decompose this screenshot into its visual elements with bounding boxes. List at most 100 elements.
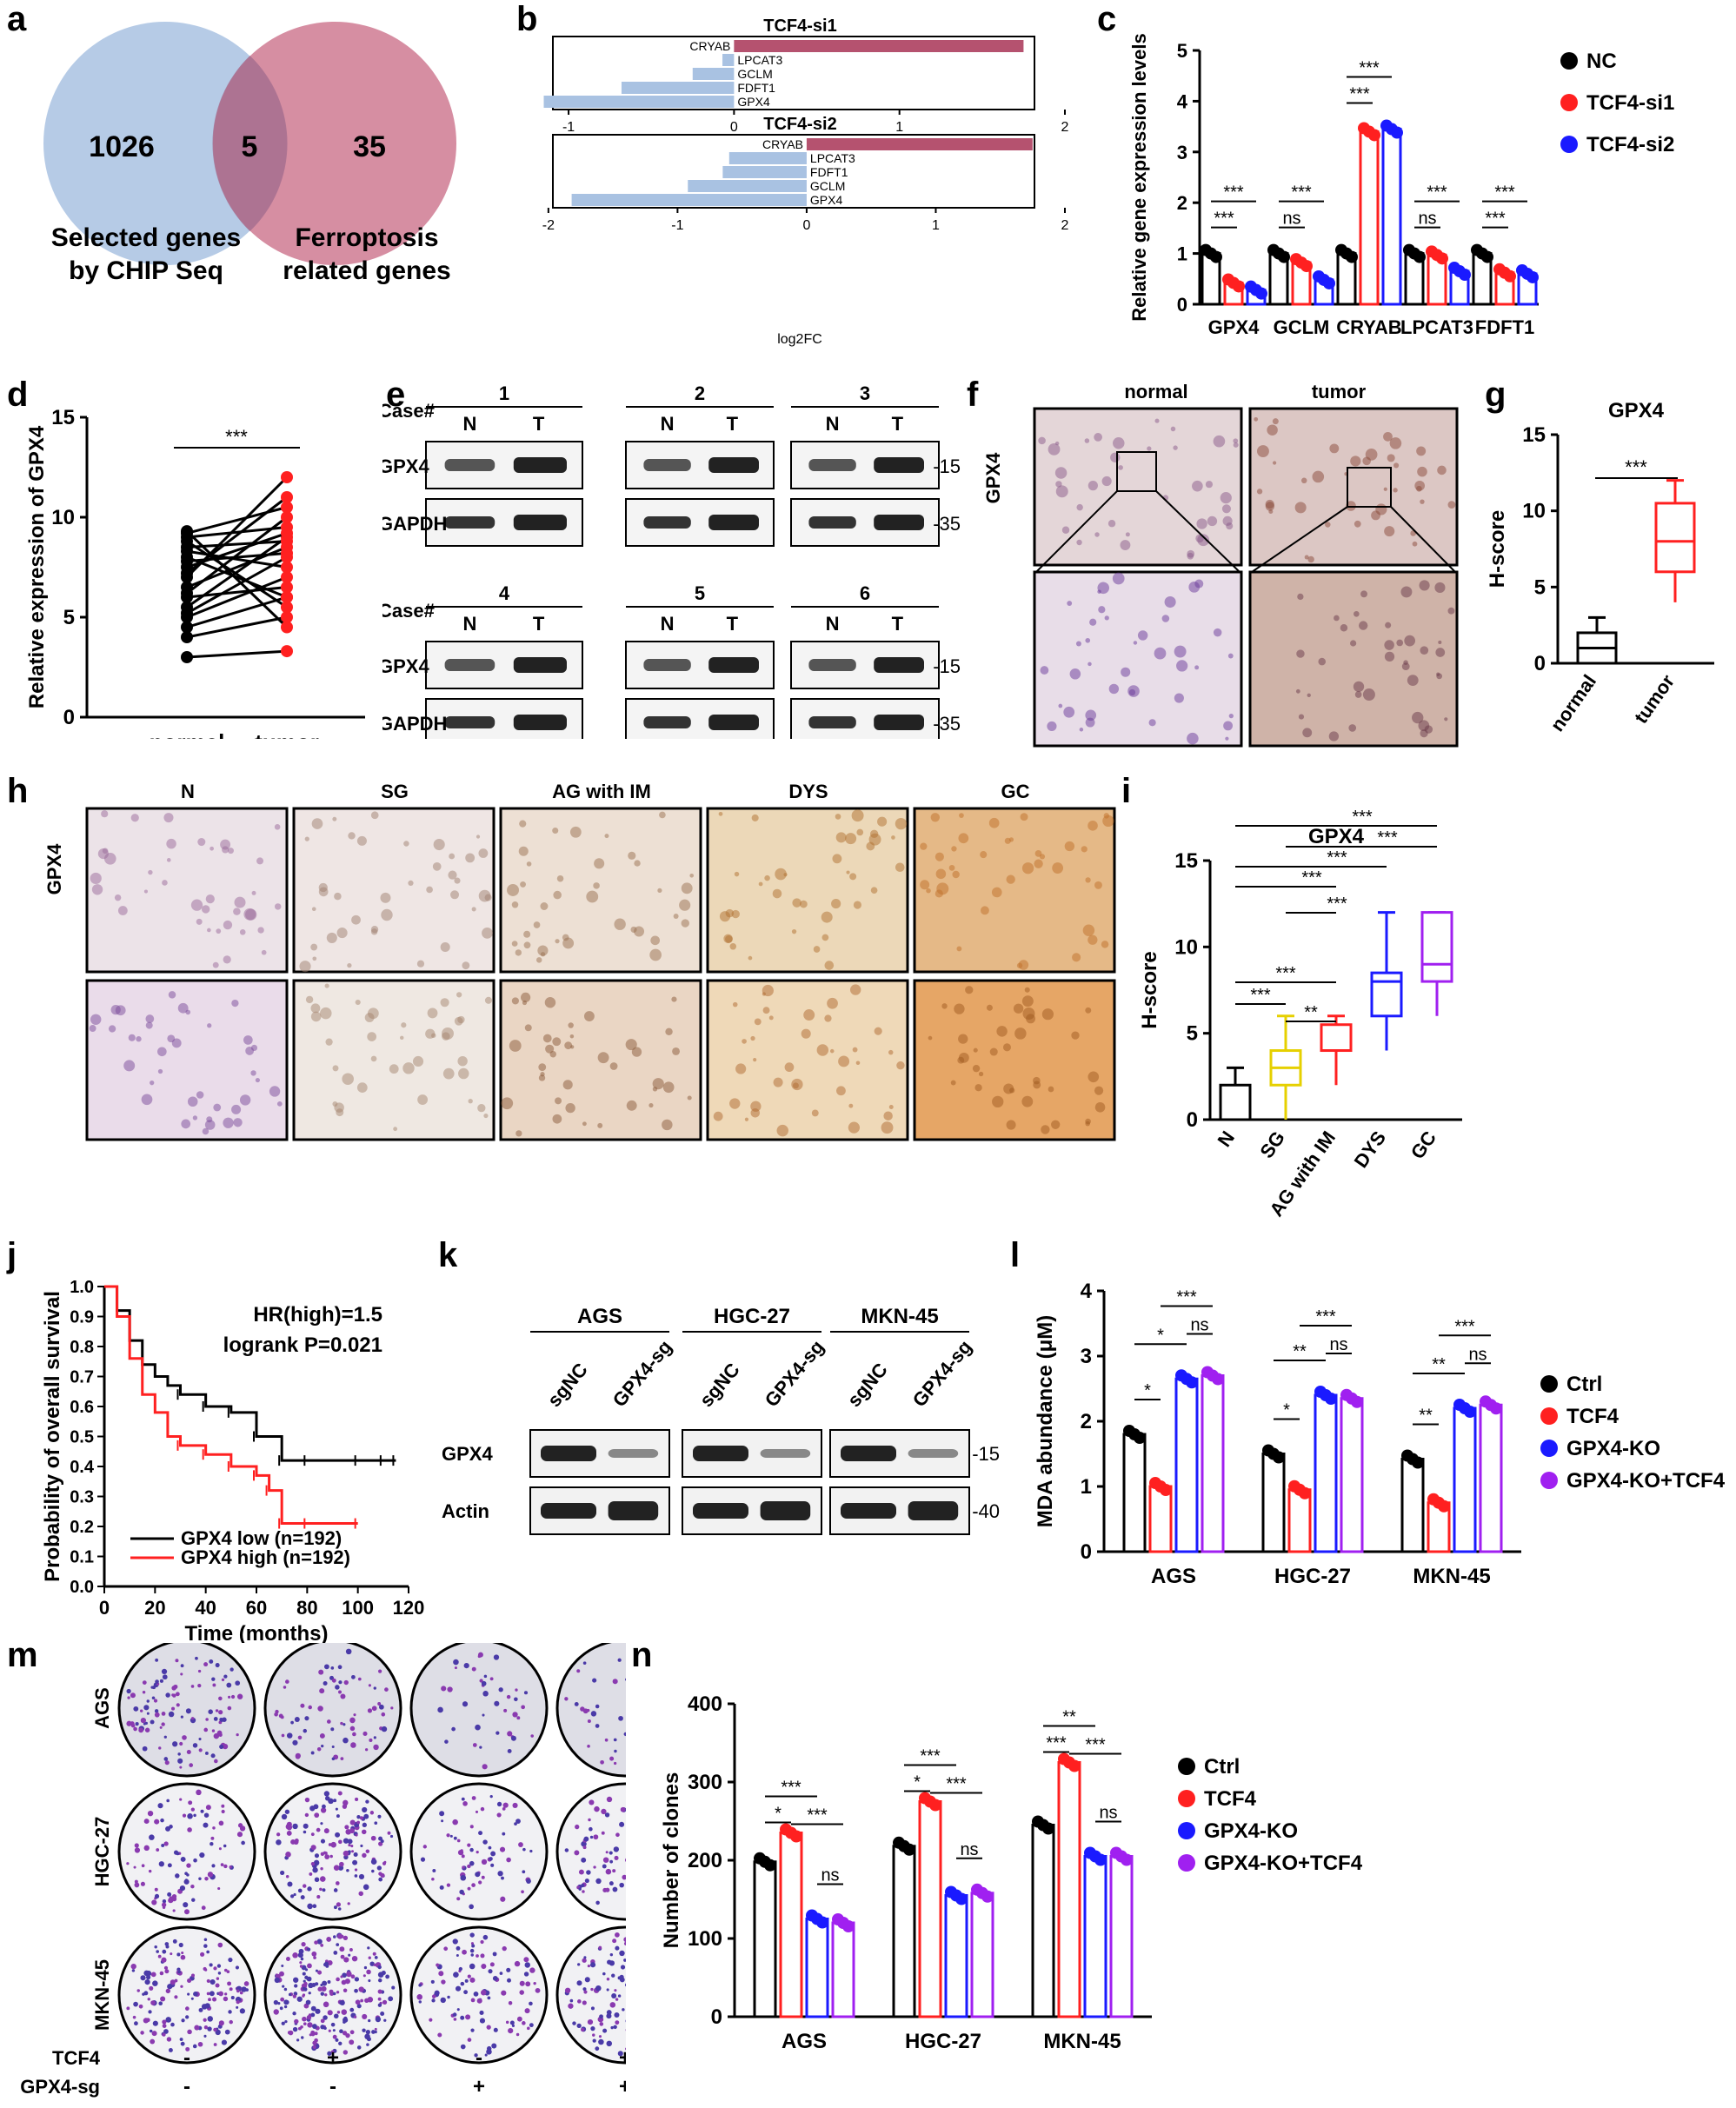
stain-spot (1048, 442, 1061, 456)
stain-spot (325, 1038, 333, 1046)
stain-spot (1098, 606, 1106, 614)
colony (362, 1884, 369, 1891)
colony (280, 1715, 284, 1719)
stain-spot (342, 1073, 354, 1085)
stain-spot (393, 1127, 398, 1132)
stain-spot (1154, 418, 1160, 423)
pair-line (186, 555, 288, 615)
stain-spot (432, 861, 442, 871)
colony (592, 1678, 597, 1683)
colony (351, 1955, 358, 1962)
data-point (1300, 260, 1313, 273)
y-axis-label: Number of clones (660, 1772, 683, 1949)
colony (312, 1867, 318, 1873)
colony (583, 1990, 588, 1994)
stain-spot (163, 813, 174, 823)
panel-label-b: b (516, 0, 538, 38)
y-tick-label: 2 (1177, 192, 1187, 214)
colony (391, 1985, 396, 1990)
stain-spot (986, 1004, 993, 1011)
colony (175, 1873, 180, 1879)
colony (324, 1961, 329, 1966)
legend-label: GPX4 low (n=192) (181, 1527, 342, 1549)
colony (163, 1757, 169, 1761)
venn-overlap (212, 56, 288, 231)
colony (132, 2015, 136, 2019)
colony (326, 1719, 331, 1724)
colony (475, 1810, 479, 1813)
row-label: MKN-45 (91, 1959, 113, 2031)
y-tick-label: 0.9 (70, 1308, 94, 1327)
colony (577, 1999, 582, 2004)
case-number: 4 (499, 582, 510, 604)
bar (944, 1894, 968, 2018)
colony (368, 1978, 371, 1983)
colony (172, 1938, 177, 1944)
colony (524, 1962, 531, 1968)
colony (320, 1839, 326, 1844)
colony (236, 2005, 239, 2009)
colony (469, 1948, 475, 1953)
colony (229, 1987, 233, 1992)
data-point (955, 1892, 968, 1905)
data-point (764, 1859, 776, 1872)
colony (362, 2013, 368, 2019)
colony (377, 1978, 382, 1983)
colony (229, 1667, 234, 1672)
blot-band (541, 1446, 596, 1461)
blot-band (541, 1503, 596, 1519)
colony (353, 2015, 357, 2018)
colony (308, 1705, 312, 1710)
chart-title: TCF4-si2 (763, 115, 836, 134)
stain-spot (1384, 640, 1394, 650)
colony (161, 1712, 166, 1716)
lane-label: N (826, 613, 840, 635)
colony (336, 1943, 340, 1946)
colony (443, 1946, 449, 1952)
colony (198, 2007, 203, 2012)
stain-spot (318, 887, 329, 897)
colony (482, 1713, 485, 1717)
stain-spot (320, 1007, 332, 1020)
stain-spot (1300, 477, 1307, 484)
colony (602, 1972, 606, 1976)
stain-spot (332, 1065, 339, 1072)
stain-spot (1383, 431, 1393, 442)
x-tick-label: 2 (1061, 120, 1069, 135)
colony (460, 2044, 466, 2050)
colony (431, 1994, 436, 1998)
colony (502, 1832, 506, 1836)
lane-label: T (892, 413, 904, 435)
colony (467, 2038, 472, 2042)
stain-spot (370, 811, 379, 820)
stain-spot (108, 1025, 116, 1033)
stain-spot (1353, 681, 1365, 693)
colony (323, 2026, 327, 2030)
bar (1174, 1377, 1199, 1553)
stain-spot (1419, 580, 1430, 591)
stain-spot (538, 1063, 547, 1072)
colony (134, 2021, 138, 2026)
case-number: 2 (695, 382, 705, 404)
colony (319, 1887, 323, 1892)
colony (349, 1717, 356, 1724)
x-axis-label: log2FC (777, 332, 822, 347)
stain-spot (1075, 641, 1081, 647)
colony (229, 2019, 233, 2025)
stain-spot (978, 1071, 984, 1077)
colony (215, 1709, 219, 1712)
colony (447, 1995, 450, 1999)
colony (371, 1706, 377, 1712)
stain-spot (310, 1011, 322, 1022)
colony (142, 1690, 146, 1694)
stain-spot (101, 810, 109, 818)
x-tick-label: 60 (246, 1597, 267, 1619)
colony (223, 1674, 228, 1679)
colony (337, 1665, 343, 1670)
stain-spot (719, 911, 731, 922)
stain-spot (625, 1039, 637, 1051)
sig-label: *** (807, 1806, 828, 1825)
colony (331, 1757, 336, 1761)
colony (206, 1978, 210, 1984)
